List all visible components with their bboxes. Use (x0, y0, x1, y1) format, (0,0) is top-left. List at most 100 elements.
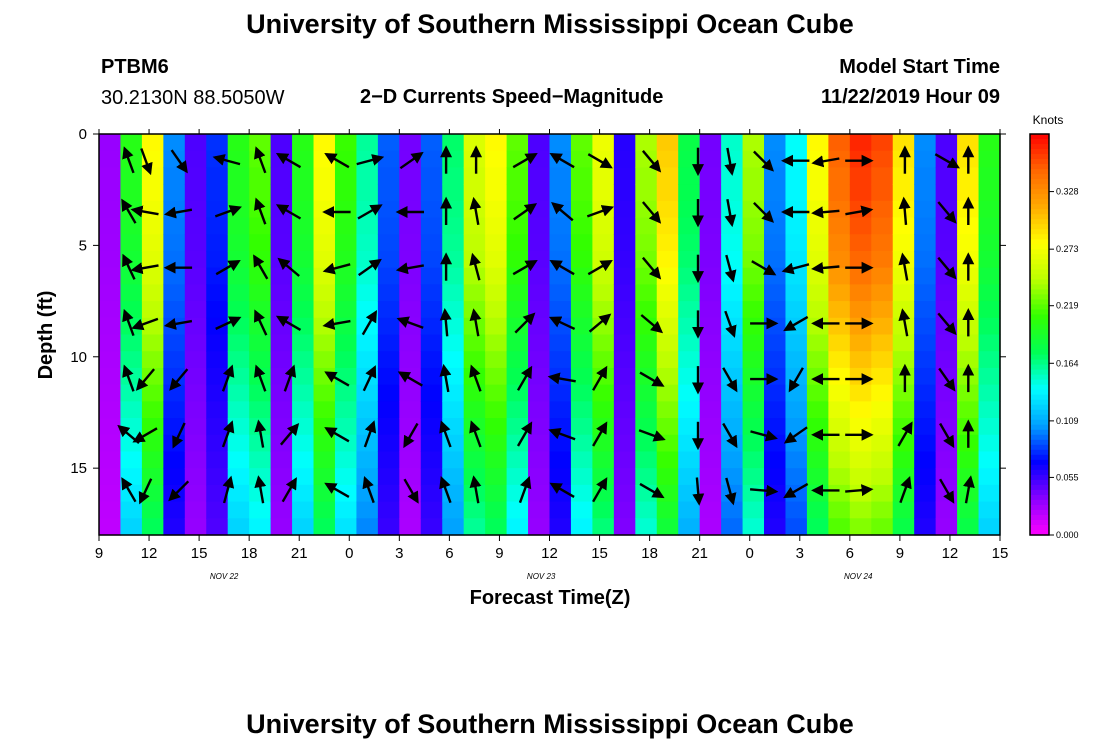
x-tick-label: 3 (796, 545, 804, 562)
heatmap-cell (227, 384, 250, 402)
heatmap-cell (806, 134, 829, 152)
heatmap-cell (699, 351, 722, 369)
current-vector (516, 421, 533, 447)
heatmap-cell (313, 134, 336, 152)
colorbar-segment (1030, 324, 1049, 331)
heatmap-cell (399, 184, 422, 202)
heatmap-cell (463, 284, 486, 302)
heatmap-cell (292, 501, 315, 519)
heatmap-cell (957, 167, 980, 185)
heatmap-cell (549, 334, 572, 352)
heatmap-cell (678, 518, 701, 536)
heatmap-cell (184, 217, 207, 235)
heatmap-cell (764, 134, 787, 152)
heatmap-cell (914, 250, 937, 269)
current-vector (724, 254, 737, 283)
heatmap-cell (678, 468, 701, 486)
current-vector (221, 364, 235, 392)
heatmap-cell (592, 284, 615, 302)
heatmap-cell (549, 518, 572, 536)
heatmap-cell (227, 518, 250, 536)
heatmap-cell (635, 301, 658, 319)
heatmap-cell (613, 401, 636, 419)
heatmap-cell (892, 184, 915, 202)
current-vector (845, 484, 874, 497)
heatmap-cell (528, 200, 551, 219)
heatmap-cell (120, 501, 143, 519)
x-tick-label: 3 (395, 545, 403, 562)
heatmap-cell (849, 384, 872, 402)
current-vector (724, 198, 737, 228)
heatmap-cell (871, 134, 894, 152)
x-axis-label: Forecast Time(Z) (470, 587, 631, 609)
heatmap-cell (678, 351, 701, 369)
heatmap-cell (613, 484, 636, 503)
current-vector (138, 478, 153, 505)
current-vector (939, 478, 955, 504)
heatmap-cell (764, 468, 787, 486)
x-tick-label: 6 (445, 545, 453, 562)
heatmap-cell (206, 301, 229, 319)
heatmap-cell (485, 501, 508, 519)
heatmap-cell (570, 401, 593, 419)
heatmap-cell (699, 384, 722, 402)
heatmap-cell (806, 250, 829, 269)
heatmap-cell (871, 484, 894, 503)
colorbar-segment (1030, 454, 1049, 461)
colorbar-segment (1030, 369, 1049, 376)
heatmap-cell (249, 301, 272, 319)
heatmap-cell (656, 384, 679, 402)
colorbar-segment (1030, 299, 1049, 306)
heatmap-cell (292, 317, 315, 336)
current-vector (547, 372, 576, 385)
x-tick-label: 9 (896, 545, 904, 562)
heatmap-cell (99, 267, 122, 285)
heatmap-cell (141, 401, 164, 419)
heatmap-cell (334, 501, 358, 519)
heatmap-cell (935, 384, 958, 402)
heatmap-cell (978, 317, 1001, 336)
heatmap-cell (592, 301, 615, 319)
heatmap-cell (163, 250, 186, 269)
colorbar-frame (1029, 133, 1050, 536)
colorbar-segment (1030, 474, 1049, 481)
heatmap-cell (613, 250, 636, 269)
heatmap-cell (785, 418, 808, 436)
colorbar-segment (1030, 444, 1049, 451)
heatmap-cell (120, 451, 143, 469)
colorbar-segment (1030, 429, 1049, 436)
heatmap-cell (249, 184, 272, 202)
colorbar-segment (1030, 134, 1049, 140)
heatmap-cell (184, 351, 207, 369)
heatmap-cell (163, 451, 186, 469)
heatmap-cell (442, 334, 465, 352)
colorbar-segment (1030, 459, 1049, 466)
heatmap-cell (356, 518, 379, 536)
heatmap-cell (506, 401, 529, 419)
current-vector (722, 422, 738, 449)
heatmap-cell (849, 134, 872, 152)
heatmap-cell (721, 401, 744, 419)
heatmap-cell (742, 134, 765, 152)
heatmap-cell (292, 518, 315, 536)
model-start-time: 11/22/2019 Hour 09 (820, 86, 1000, 108)
heatmap-cell (549, 401, 572, 419)
heatmap-cell (99, 451, 122, 469)
heatmap-cell (871, 184, 894, 202)
heatmap-cell (442, 267, 465, 285)
heatmap-cell (892, 167, 915, 185)
heatmap-cell (849, 501, 872, 519)
colorbar-segment (1030, 209, 1049, 215)
heatmap-cell (120, 217, 143, 235)
heatmap-cell (506, 518, 529, 536)
heatmap-cell (270, 167, 293, 185)
heatmap-cell (549, 501, 572, 519)
heatmap-cell (871, 250, 894, 269)
heatmap-cell (742, 418, 765, 436)
heatmap-cell (721, 134, 744, 152)
heatmap-cell (892, 217, 915, 235)
heatmap-cell (914, 434, 937, 453)
heatmap-cell (292, 250, 315, 269)
heatmap-cell (99, 234, 122, 252)
heatmap-cell (141, 284, 164, 302)
